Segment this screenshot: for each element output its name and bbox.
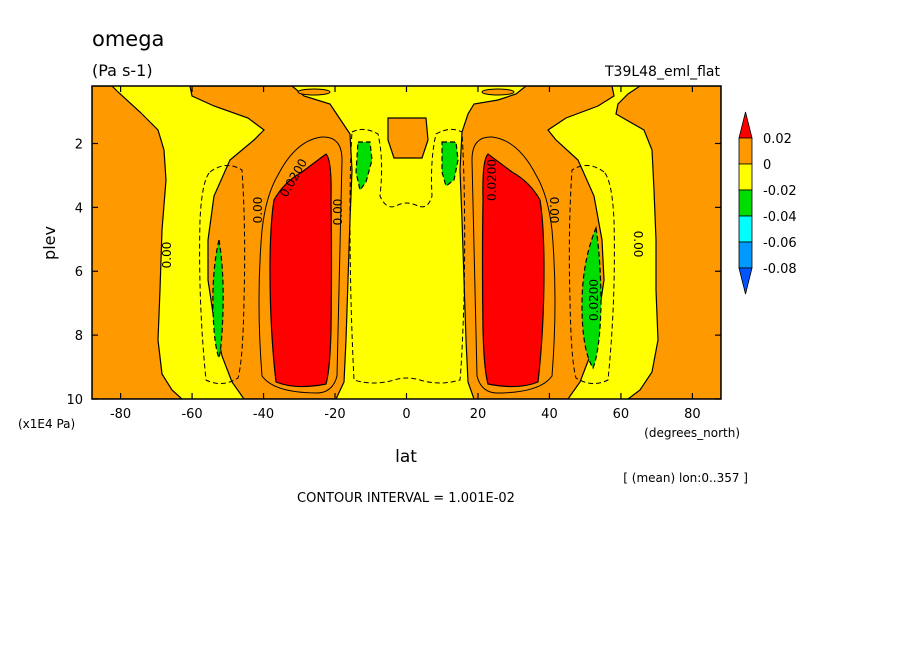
colorbar-swatch	[738, 137, 753, 165]
x-tick-label: 80	[684, 407, 701, 422]
x-tick-label: 20	[470, 407, 487, 422]
contour-label: 0.00	[547, 197, 561, 224]
colorbar-label: -0.06	[763, 236, 797, 251]
contour-label: 0.0200	[587, 279, 601, 321]
averaging-note: [ (mean) lon:0..357 ]	[623, 471, 748, 485]
green-region-south-polar	[212, 239, 224, 361]
colorbar-label: 0	[763, 158, 771, 173]
x-tick-label: -80	[110, 407, 131, 422]
orange-region-right-edge	[615, 86, 721, 399]
x-axis-units: (degrees_north)	[644, 426, 740, 440]
y-axis-units: (x1E4 Pa)	[18, 417, 75, 431]
contour-line-right-inner	[471, 136, 556, 394]
colorbar-arrow-top	[738, 111, 753, 139]
y-tick-label: 8	[75, 329, 83, 344]
contour-label: 0.00	[631, 231, 645, 258]
x-tick-label: 0	[402, 407, 410, 422]
y-tick-label: 6	[75, 265, 83, 280]
colorbar-swatch	[738, 189, 753, 217]
colorbar-swatch	[738, 241, 753, 269]
x-tick-label: -60	[181, 407, 202, 422]
x-tick-label: 60	[613, 407, 630, 422]
y-tick-label: 10	[66, 393, 83, 408]
colorbar-arrow-bottom	[738, 267, 753, 295]
contour-label: 0.00	[251, 197, 265, 224]
red-region-south	[269, 153, 333, 388]
colorbar: 0.02 0 -0.02 -0.04 -0.06 -0.08	[738, 111, 797, 295]
contour-label: 0.00	[331, 199, 345, 226]
y-tick-label: 2	[75, 137, 83, 152]
green-region-south-tropical	[355, 141, 373, 192]
y-axis: 2 4 6 8 10	[66, 137, 721, 408]
y-tick-label: 4	[75, 201, 83, 216]
colorbar-label: 0.02	[763, 132, 792, 147]
colorbar-swatch	[738, 163, 753, 191]
contour-interval: CONTOUR INTERVAL = 1.001E-02	[297, 491, 515, 506]
dashed-contour-south-polar	[199, 165, 246, 384]
chart-units: (Pa s-1)	[92, 61, 153, 80]
colorbar-swatch	[738, 215, 753, 243]
x-axis-label: lat	[395, 447, 417, 467]
contour-field	[92, 86, 721, 399]
colorbar-label: -0.02	[763, 184, 797, 199]
green-region-north-polar	[581, 225, 602, 370]
colorbar-label: -0.04	[763, 210, 797, 225]
small-contour-blob-left	[297, 88, 331, 96]
colorbar-label: -0.08	[763, 262, 797, 277]
orange-region-equator-cap	[387, 117, 429, 159]
run-label: T39L48_eml_flat	[604, 64, 721, 80]
orange-region-left-edge	[92, 86, 183, 399]
small-contour-blob-right	[481, 88, 515, 96]
dashed-contour-equatorial	[349, 128, 466, 384]
contour-label: 0.0200	[485, 159, 499, 201]
chart-title: omega	[92, 27, 164, 51]
red-region-north	[481, 153, 545, 388]
x-tick-label: 40	[541, 407, 558, 422]
y-axis-label: plev	[40, 226, 59, 260]
x-axis: -80 -60 -40 -20 0 20 40 60 80	[110, 86, 701, 422]
contour-label: 0.00	[160, 242, 174, 269]
green-region-north-tropical	[441, 141, 459, 188]
x-tick-label: -20	[324, 407, 345, 422]
dashed-contour-north-polar	[568, 165, 615, 384]
contour-line-left-inner	[258, 136, 343, 394]
x-tick-label: -40	[253, 407, 274, 422]
